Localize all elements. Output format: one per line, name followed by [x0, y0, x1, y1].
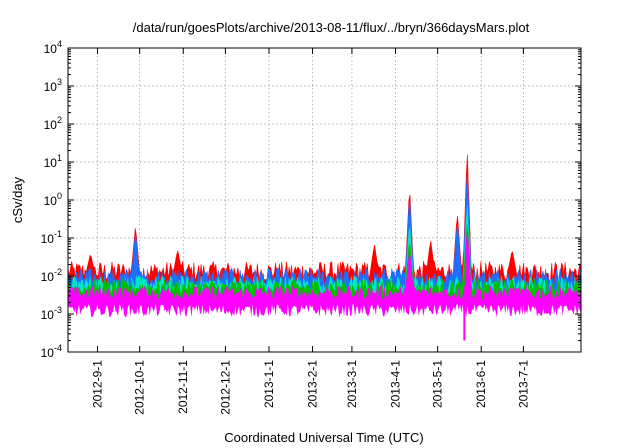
y-axis-label: cSv/day	[10, 176, 25, 223]
x-axis-label: Coordinated Universal Time (UTC)	[224, 430, 423, 445]
series-area	[67, 154, 582, 353]
x-tick-label: 2013-7-1	[516, 360, 530, 408]
y-tick-label: 10-2	[41, 267, 62, 284]
chart-title: /data/run/goesPlots/archive/2013-08-11/f…	[133, 20, 530, 35]
series-lower-envelope	[68, 304, 581, 352]
y-tick-label: 101	[44, 153, 62, 170]
x-tick-label: 2012-9-1	[91, 360, 105, 408]
x-tick-label: 2013-1-1	[262, 360, 276, 408]
y-tick-label: 10-4	[41, 343, 62, 360]
y-tick-label: 104	[44, 39, 62, 56]
x-axis: 2012-9-1 2012-10-1 2012-11-1 2012-12-1 2013-…	[91, 48, 530, 415]
y-tick-label: 102	[44, 115, 62, 132]
y-tick-label: 103	[44, 77, 62, 94]
x-tick-label: 2012-11-1	[176, 360, 190, 414]
y-tick-label: 10-3	[41, 305, 62, 322]
y-axis: 10-4 10-3 10-2 10-1 100 101 102 103 104	[41, 39, 581, 360]
x-tick-label: 2013-2-1	[306, 360, 320, 408]
x-tick-label: 2012-12-1	[218, 360, 232, 415]
x-tick-label: 2013-6-1	[474, 360, 488, 408]
y-tick-label: 100	[44, 191, 62, 208]
y-tick-label: 10-1	[41, 229, 62, 246]
x-tick-label: 2013-4-1	[388, 360, 402, 408]
x-tick-label: 2013-5-1	[431, 360, 445, 408]
x-tick-label: 2012-10-1	[133, 360, 147, 415]
x-tick-label: 2013-3-1	[345, 360, 359, 408]
